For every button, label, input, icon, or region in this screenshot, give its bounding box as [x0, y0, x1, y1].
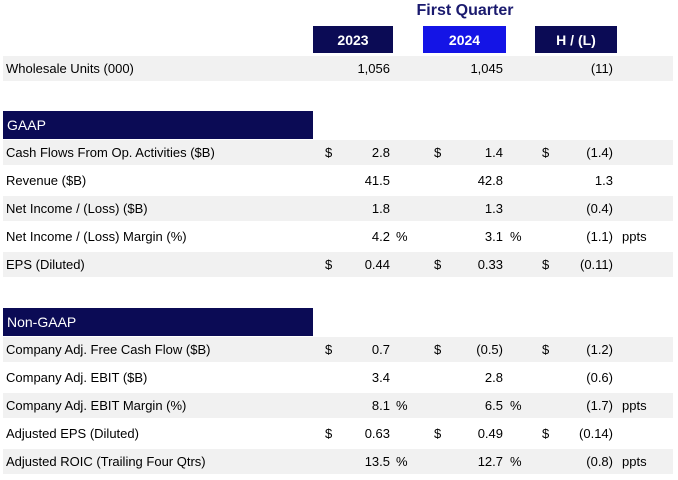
- value-2024: 12.7: [477, 454, 503, 469]
- table-row: EPS (Diluted) $0.44 $0.33 $ (0.11): [3, 252, 673, 277]
- dollar-higher-lower: $: [542, 426, 550, 441]
- dollar-2023: $: [325, 426, 333, 441]
- row-label: Cash Flows From Op. Activities ($B): [6, 145, 215, 160]
- dollar-higher-lower: $: [542, 342, 550, 357]
- value-2023: 4.2: [371, 229, 390, 244]
- column-header-2023: 2023: [313, 26, 393, 53]
- value-higher-lower: (0.14): [579, 426, 613, 441]
- section-title: GAAP: [7, 117, 46, 133]
- wholesale-units-row: Wholesale Units (000) 1,056 1,045 (11): [3, 56, 673, 81]
- row-label: Company Adj. EBIT ($B): [6, 370, 148, 385]
- unit-2023: %: [396, 454, 408, 469]
- row-label: Adjusted EPS (Diluted): [6, 426, 139, 441]
- value-higher-lower: (0.6): [586, 370, 613, 385]
- period-title: First Quarter: [416, 2, 514, 19]
- value-2024: 0.33: [477, 257, 503, 272]
- dollar-2024: $: [434, 145, 442, 160]
- value-higher-lower: (1.4): [586, 145, 613, 160]
- unit-higher-lower: ppts: [622, 398, 647, 413]
- value-higher-lower: (0.4): [586, 201, 613, 216]
- value-2024: (0.5): [476, 342, 503, 357]
- dollar-2023: $: [325, 145, 333, 160]
- row-label: Revenue ($B): [6, 173, 87, 188]
- unit-2024: %: [510, 229, 522, 244]
- dollar-higher-lower: $: [542, 257, 550, 272]
- unit-higher-lower: ppts: [622, 229, 647, 244]
- nongaap-section-header: Non-GAAP: [3, 308, 313, 336]
- row-label: Company Adj. Free Cash Flow ($B): [6, 342, 211, 357]
- unit-2023: %: [396, 229, 408, 244]
- dollar-2024: $: [434, 426, 442, 441]
- value-2023: 3.4: [371, 370, 390, 385]
- row-label: Wholesale Units (000): [6, 61, 134, 76]
- table-row: Net Income / (Loss) ($B) 1.8 1.3 (0.4): [3, 196, 673, 221]
- dollar-2024: $: [434, 257, 442, 272]
- value-higher-lower: (1.2): [586, 342, 613, 357]
- row-label: Net Income / (Loss) ($B): [6, 201, 148, 216]
- table-row: Revenue ($B) 41.5 42.8 1.3: [3, 168, 673, 193]
- value-2023: 2.8: [371, 145, 390, 160]
- unit-2024: %: [510, 398, 522, 413]
- column-header-2024: 2024: [423, 26, 506, 53]
- dollar-2024: $: [434, 342, 442, 357]
- value-2023: 0.63: [364, 426, 390, 441]
- value-higher-lower: (1.7): [586, 398, 613, 413]
- value-2024: 2.8: [484, 370, 503, 385]
- table-row: Company Adj. Free Cash Flow ($B) $0.7 $ (0.…: [3, 337, 673, 362]
- row-label: EPS (Diluted): [6, 257, 85, 272]
- dollar-2023: $: [325, 257, 333, 272]
- unit-higher-lower: ppts: [622, 454, 647, 469]
- table-row: Company Adj. EBIT Margin (%) 8.1% 6.5% (1.7…: [3, 393, 673, 418]
- value-higher-lower: (0.8): [586, 454, 613, 469]
- value-2024: 1.3: [484, 201, 503, 216]
- table-row: Net Income / (Loss) Margin (%) 4.2% 3.1% (1…: [3, 224, 673, 249]
- value-2023: 0.7: [371, 342, 390, 357]
- value-2023: 0.44: [364, 257, 390, 272]
- row-label: Net Income / (Loss) Margin (%): [6, 229, 187, 244]
- dollar-higher-lower: $: [542, 145, 550, 160]
- table-row: Adjusted EPS (Diluted) $0.63 $0.49 $ (0.14): [3, 421, 673, 446]
- gaap-section-header: GAAP: [3, 111, 313, 139]
- value-2023: 1,056: [357, 61, 390, 76]
- value-2024: 1.4: [484, 145, 503, 160]
- value-2023: 13.5: [364, 454, 390, 469]
- unit-2024: %: [510, 454, 522, 469]
- value-higher-lower: (11): [590, 61, 613, 76]
- value-2023: 8.1: [371, 398, 390, 413]
- value-2023: 1.8: [371, 201, 390, 216]
- value-2024: 42.8: [477, 173, 503, 188]
- unit-2023: %: [396, 398, 408, 413]
- value-2024: 6.5: [484, 398, 503, 413]
- table-row: Company Adj. EBIT ($B) 3.4 2.8 (0.6): [3, 365, 673, 390]
- column-header-higher-lower: H / (L): [535, 26, 617, 53]
- row-label: Company Adj. EBIT Margin (%): [6, 398, 187, 413]
- table-row: Adjusted ROIC (Trailing Four Qtrs) 13.5% 1…: [3, 449, 673, 474]
- value-higher-lower: (0.11): [580, 257, 613, 272]
- value-2024: 1,045: [470, 61, 503, 76]
- value-higher-lower: 1.3: [594, 173, 613, 188]
- dollar-2023: $: [325, 342, 333, 357]
- value-2024: 0.49: [477, 426, 503, 441]
- table-row: Cash Flows From Op. Activities ($B) $2.8 $…: [3, 140, 673, 165]
- value-2023: 41.5: [364, 173, 390, 188]
- value-higher-lower: (1.1): [586, 229, 613, 244]
- row-label: Adjusted ROIC (Trailing Four Qtrs): [6, 454, 206, 469]
- value-2024: 3.1: [484, 229, 503, 244]
- section-title: Non-GAAP: [7, 314, 77, 330]
